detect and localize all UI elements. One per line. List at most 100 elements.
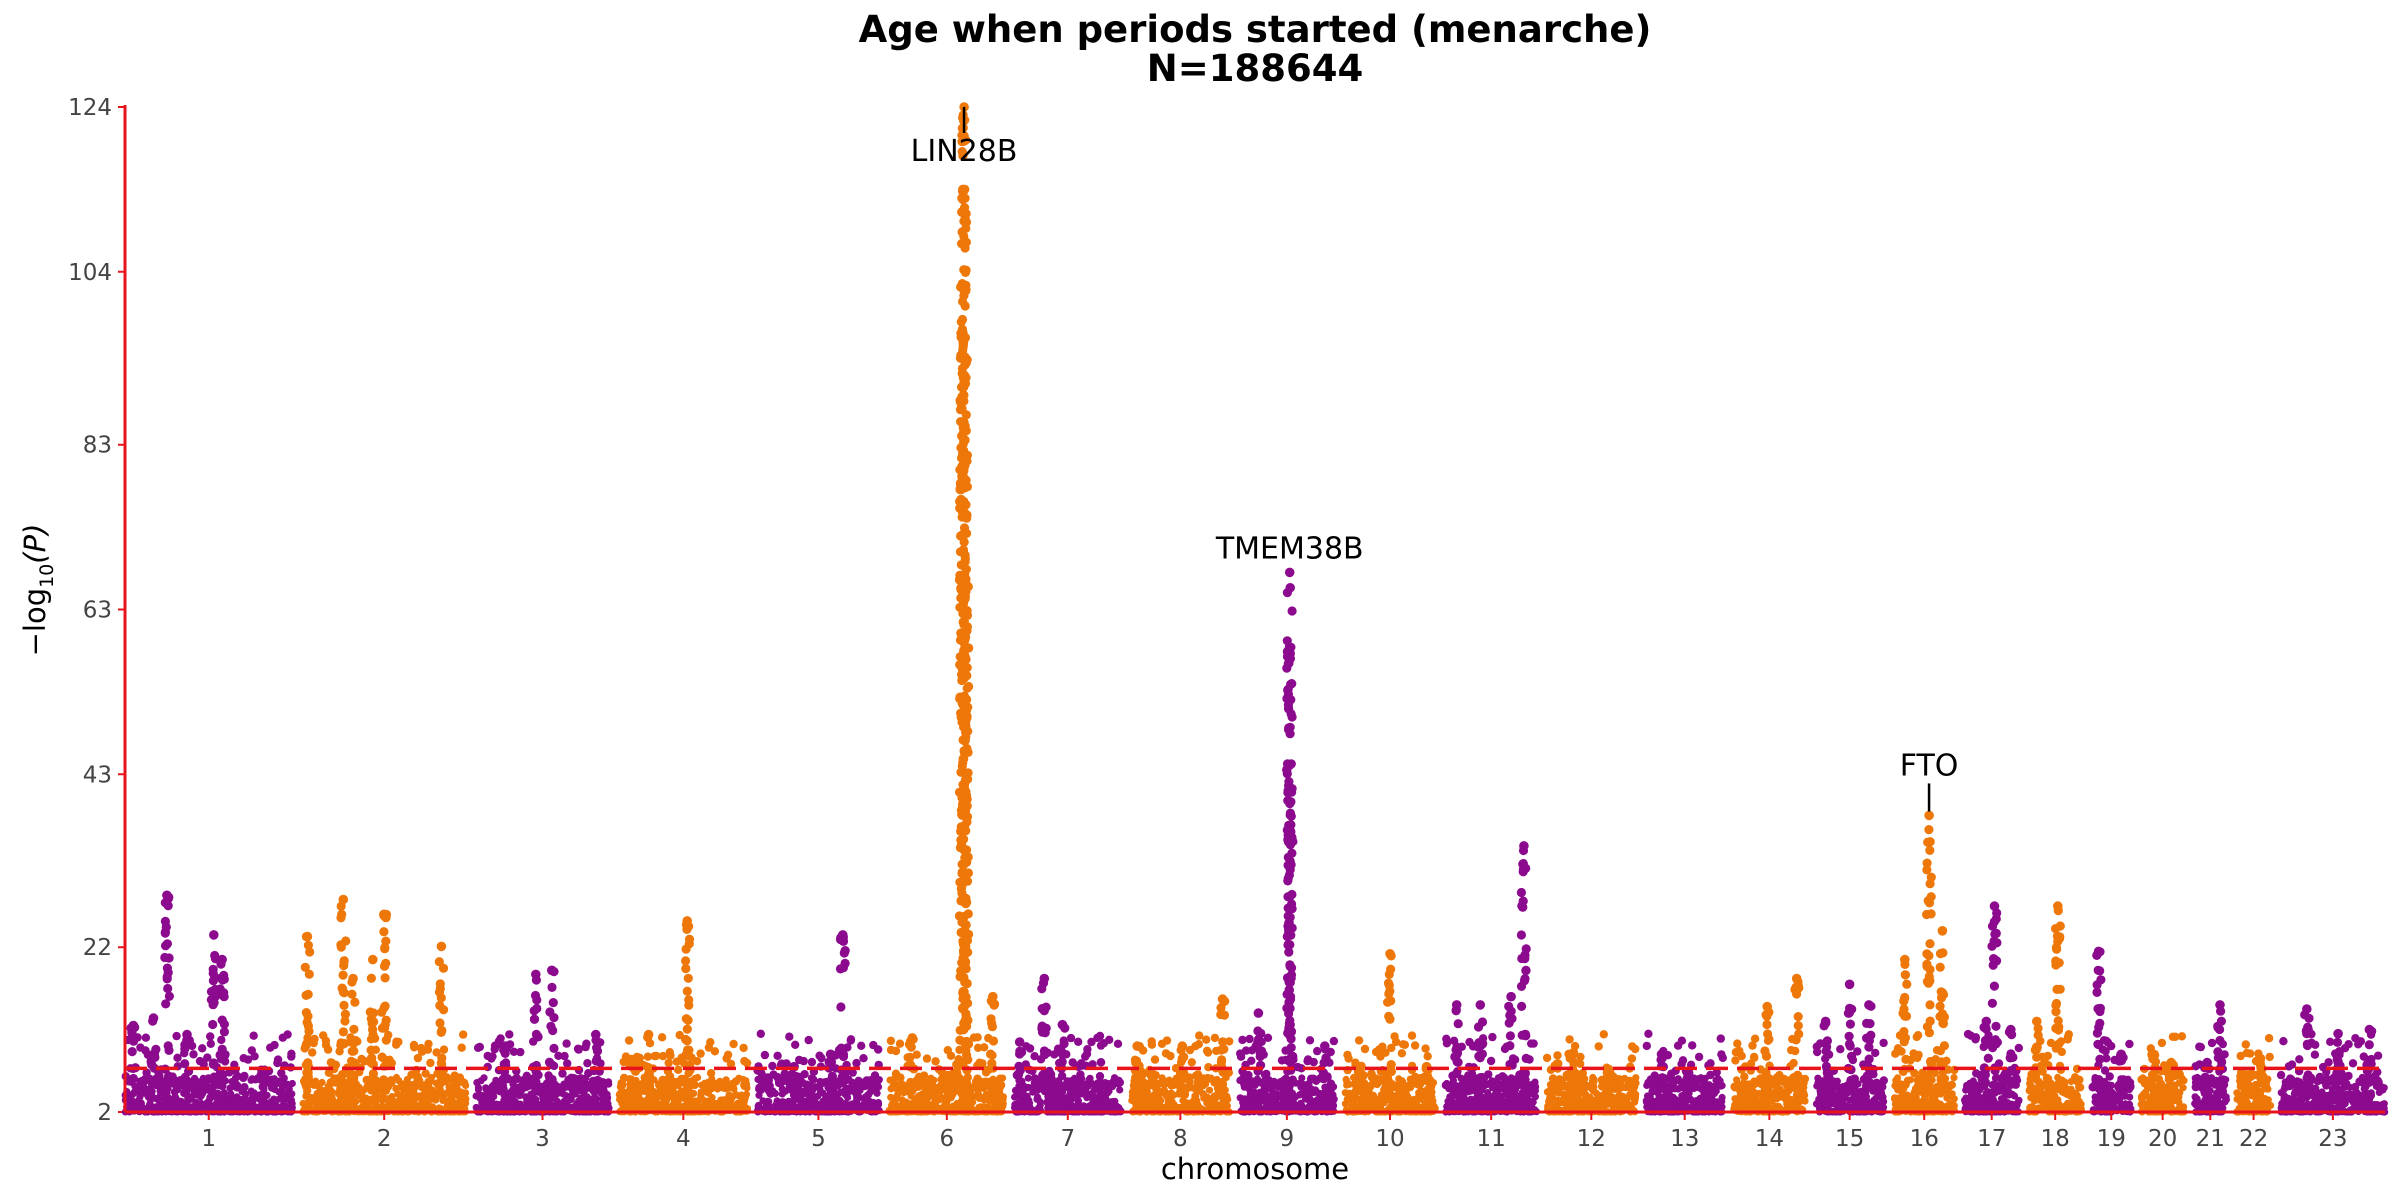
- snp-point: [505, 1030, 514, 1039]
- snp-point: [621, 1102, 629, 1110]
- snp-point: [963, 1015, 973, 1025]
- snp-point: [413, 1053, 423, 1063]
- snp-point: [958, 434, 969, 444]
- snp-point: [339, 1000, 349, 1011]
- snp-point: [475, 1042, 484, 1052]
- snp-point: [785, 1032, 794, 1041]
- snp-point: [319, 1102, 327, 1110]
- snp-point: [156, 1087, 164, 1095]
- snp-point: [791, 1040, 800, 1050]
- snp-point: [1162, 1036, 1172, 1045]
- snp-point: [959, 845, 969, 855]
- y-tick-label: 22: [83, 935, 112, 961]
- snp-point: [218, 975, 228, 985]
- snp-point: [684, 1069, 693, 1078]
- snp-point: [563, 1059, 572, 1068]
- snp-point: [485, 1097, 493, 1106]
- snp-point: [1077, 1090, 1086, 1098]
- snp-point: [1143, 1090, 1151, 1098]
- snp-point: [361, 1098, 369, 1107]
- snp-point: [404, 1091, 412, 1099]
- snp-point: [1195, 1031, 1204, 1040]
- snp-point: [681, 1102, 689, 1110]
- snp-point: [1147, 1040, 1157, 1049]
- snp-point: [517, 1102, 525, 1111]
- chromosome-5-points: [753, 930, 883, 1116]
- y-tick-label: 83: [83, 433, 112, 459]
- snp-point: [1039, 1006, 1049, 1016]
- snp-point: [955, 395, 965, 405]
- snp-point: [163, 901, 173, 911]
- snp-point: [1206, 1074, 1216, 1083]
- snp-point: [544, 1087, 555, 1097]
- snp-point: [366, 1058, 376, 1068]
- snp-point: [959, 875, 969, 885]
- snp-point: [957, 227, 967, 237]
- peak-point: [907, 1033, 918, 1043]
- snp-point: [996, 1080, 1006, 1090]
- snp-point: [1143, 1100, 1151, 1109]
- snp-point: [777, 1059, 786, 1068]
- snp-point: [256, 1075, 265, 1084]
- snp-point: [604, 1094, 612, 1102]
- snp-point: [366, 973, 376, 983]
- snp-point: [285, 1088, 293, 1096]
- snp-point: [1082, 1049, 1092, 1059]
- snp-point: [270, 1095, 278, 1103]
- snp-point: [562, 1039, 571, 1048]
- snp-point: [684, 1051, 694, 1061]
- snp-point: [1202, 1046, 1212, 1056]
- snp-point: [963, 909, 973, 919]
- snp-point: [956, 417, 966, 427]
- snp-point: [233, 1093, 241, 1101]
- snp-point: [1037, 984, 1047, 994]
- snp-point: [203, 1053, 212, 1062]
- snp-point: [381, 1035, 391, 1045]
- peak-point: [1132, 1041, 1142, 1051]
- snp-point: [1197, 1081, 1207, 1090]
- snp-point: [300, 962, 310, 972]
- snp-point: [210, 1074, 220, 1084]
- snp-point: [1134, 1084, 1144, 1094]
- peak-point: [961, 580, 972, 590]
- snp-point: [1113, 1039, 1123, 1049]
- snp-point: [1069, 1093, 1077, 1101]
- snp-point: [959, 537, 969, 547]
- snp-point: [955, 465, 965, 475]
- snp-point: [960, 652, 971, 662]
- snp-point: [863, 1081, 873, 1090]
- snp-point: [573, 1044, 583, 1054]
- snp-point: [922, 1054, 932, 1063]
- peak-point: [531, 969, 541, 980]
- snp-point: [151, 1044, 161, 1054]
- snp-point: [765, 1104, 773, 1112]
- snp-point: [355, 1092, 364, 1100]
- snp-point: [807, 1057, 817, 1067]
- snp-point: [1150, 1055, 1160, 1064]
- peak-point: [368, 954, 378, 965]
- peak-point: [182, 1029, 192, 1040]
- snp-point: [1092, 1081, 1101, 1090]
- snp-point: [303, 1067, 313, 1078]
- snp-point: [1024, 1101, 1032, 1109]
- snp-point: [1104, 1089, 1112, 1097]
- snp-point: [650, 1104, 658, 1112]
- snp-point: [962, 528, 972, 539]
- snp-point: [507, 1101, 515, 1110]
- snp-point: [731, 1077, 741, 1086]
- snp-point: [131, 1086, 140, 1094]
- snp-point: [957, 207, 967, 217]
- snp-point: [666, 1051, 675, 1060]
- snp-point: [960, 267, 971, 277]
- snp-point: [531, 1086, 541, 1096]
- snp-point: [1216, 1045, 1226, 1055]
- snp-point: [756, 1029, 765, 1039]
- snp-point: [180, 1059, 190, 1069]
- snp-point: [219, 1027, 229, 1037]
- snp-point: [962, 610, 973, 621]
- snp-point: [348, 1089, 358, 1099]
- snp-point: [141, 1033, 151, 1042]
- snp-point: [1116, 1086, 1124, 1094]
- snp-point: [509, 1047, 519, 1057]
- snp-point: [146, 1104, 154, 1112]
